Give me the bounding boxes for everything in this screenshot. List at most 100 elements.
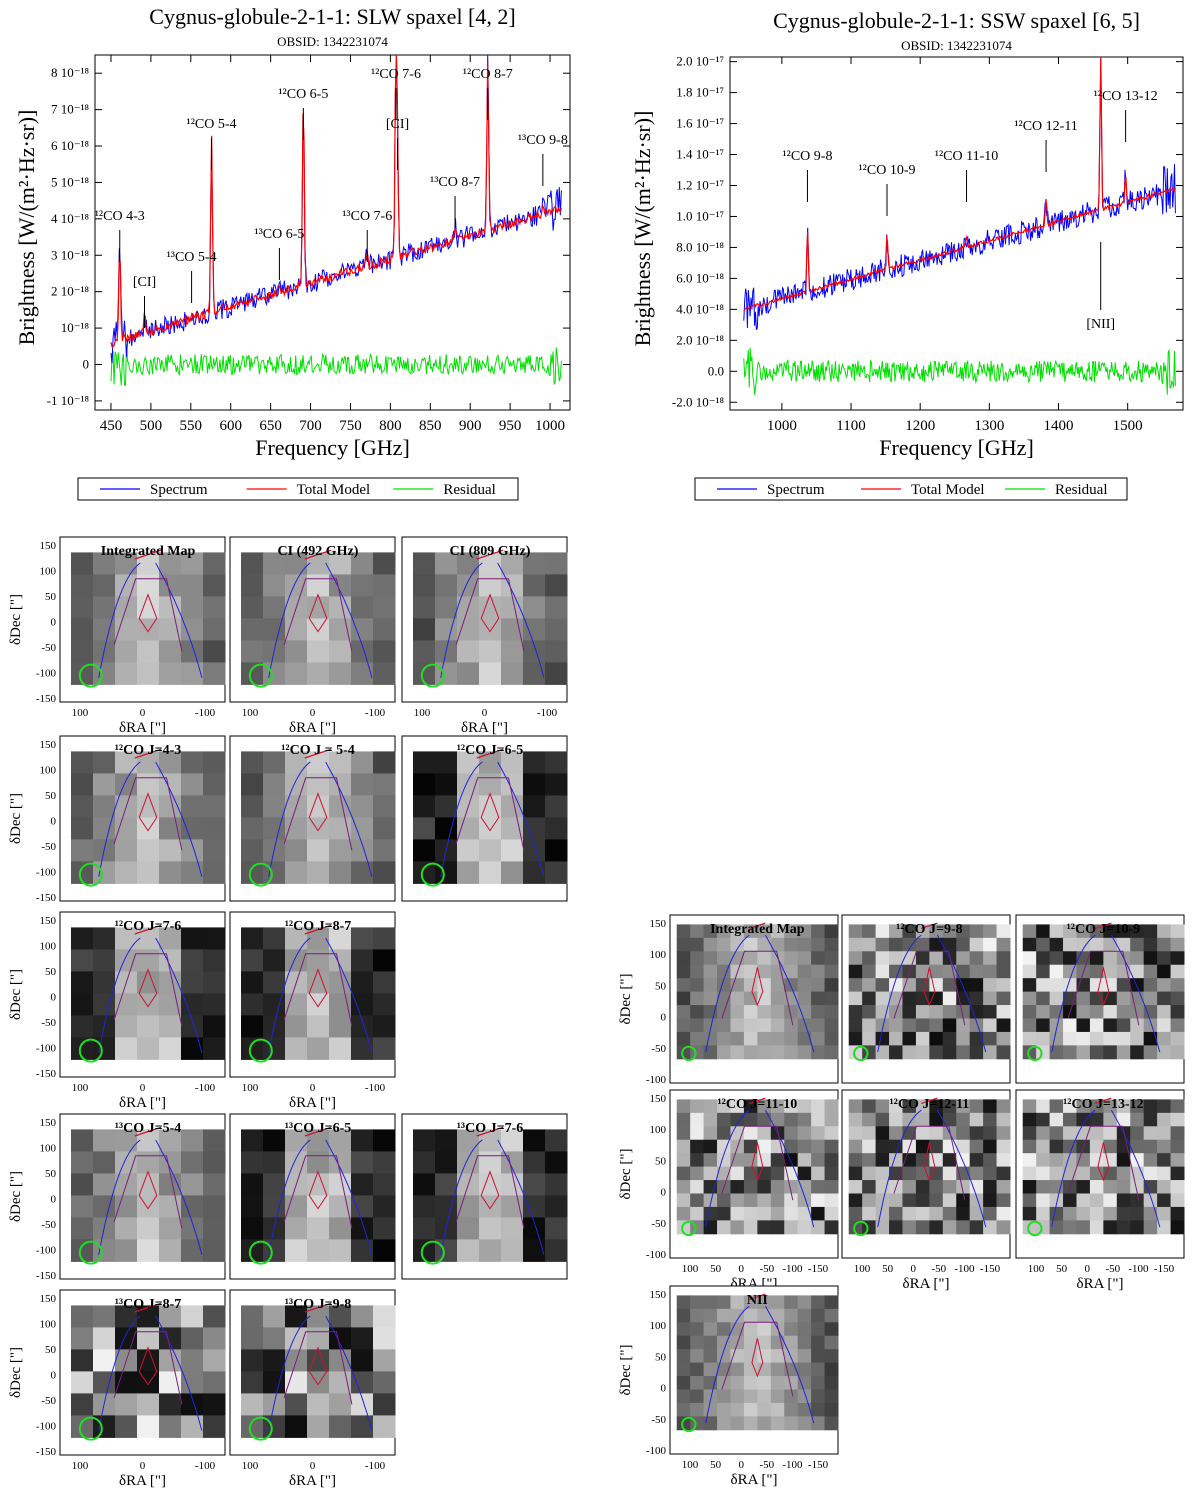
map-pixel — [1049, 1166, 1064, 1181]
map-pixel — [1022, 1031, 1037, 1046]
map-pixel — [676, 1402, 691, 1417]
map-pixel — [1049, 1018, 1064, 1033]
map-y-tick-label: 150 — [40, 739, 57, 751]
map-pixel — [703, 1416, 718, 1431]
contour-line — [113, 777, 183, 851]
map-pixel — [770, 937, 785, 952]
map-pixel — [501, 861, 524, 884]
map-pixel — [757, 924, 772, 939]
map-pixel — [457, 640, 480, 663]
map-title: CI (809 GHz) — [450, 544, 531, 559]
map-pixel — [241, 552, 264, 575]
map-title: ¹³CO J=7-6 — [457, 1121, 524, 1136]
x-tick-label: 500 — [140, 418, 163, 434]
map-pixel — [1089, 964, 1104, 979]
map-pixel — [676, 1416, 691, 1431]
map-pixel — [307, 861, 330, 884]
map-pixel — [1049, 1139, 1064, 1154]
map-pixel — [743, 951, 758, 966]
map-pixel — [811, 1308, 826, 1323]
map-pixel — [875, 1112, 890, 1127]
map-y-tick-label: 50 — [655, 1351, 667, 1363]
map-pixel — [875, 964, 890, 979]
map-pixel — [1049, 1045, 1064, 1060]
map-title: ¹²CO J=4-3 — [115, 743, 182, 758]
map-pixel — [690, 1308, 705, 1323]
map-pixel — [137, 773, 160, 796]
map-y-tick-label: 150 — [650, 918, 667, 930]
map-pixel — [115, 817, 138, 840]
map-pixel — [203, 574, 226, 597]
contour-line — [308, 593, 328, 633]
map-pixel — [743, 1153, 758, 1168]
map-pixel — [1036, 1126, 1051, 1141]
y-tick-label: 6.0 10⁻¹⁸ — [676, 270, 724, 285]
map-pixel — [1116, 1166, 1131, 1181]
map-pixel — [797, 1402, 812, 1417]
map-pixel — [730, 1112, 745, 1127]
map-pixel — [969, 1139, 984, 1154]
map-pixel — [115, 1015, 138, 1038]
map-pixel — [862, 1018, 877, 1033]
map-pixel — [848, 937, 863, 952]
map-pixel — [203, 1305, 226, 1328]
map-y-tick-label: 0 — [51, 992, 57, 1004]
map-pixel — [848, 951, 863, 966]
map-pixel — [373, 839, 396, 862]
map-pixel — [307, 1327, 330, 1350]
map-pixel — [159, 1037, 182, 1060]
map-pixel — [942, 1180, 957, 1194]
y-axis-label: Brightness [W/(m²·Hz·sr)] — [14, 110, 39, 346]
map-pixel — [757, 1349, 772, 1364]
map-pixel — [730, 1206, 745, 1221]
map-pixel — [969, 1206, 984, 1221]
map-pixel — [479, 751, 502, 774]
map-pixel — [457, 751, 480, 774]
map-pixel — [676, 1349, 691, 1364]
map-y-tick-label: 100 — [40, 941, 57, 953]
map-pixel — [942, 1045, 957, 1060]
map-pixel — [1116, 1005, 1131, 1019]
legend-label: Residual — [443, 482, 496, 498]
map-pixel — [929, 1180, 944, 1194]
map-pixel — [307, 1217, 330, 1240]
map-pixel — [797, 1206, 812, 1221]
map-pixel — [1157, 951, 1172, 966]
map-pixel — [479, 640, 502, 663]
map-pixel — [307, 596, 330, 619]
map-pixel — [307, 618, 330, 641]
map-pixel — [1076, 1099, 1091, 1114]
map-pixel — [784, 1206, 799, 1221]
map-pixel — [784, 1335, 799, 1350]
map-pixel — [435, 1129, 458, 1152]
map-pixel — [307, 795, 330, 818]
contour-line — [138, 593, 158, 633]
map-pixel — [307, 1015, 330, 1038]
map-pixel — [717, 937, 731, 952]
map-x-tick-label: -150 — [980, 1263, 1001, 1275]
map-pixel — [770, 1402, 785, 1417]
map-pixel — [757, 1099, 772, 1114]
map-pixel — [1036, 1166, 1051, 1181]
map-pixel — [996, 1153, 1011, 1168]
map-pixel — [743, 978, 758, 993]
map-pixel — [115, 1195, 138, 1218]
map-pixel — [435, 751, 458, 774]
map-x-tick-label: -50 — [1105, 1263, 1120, 1275]
map-pixel — [307, 927, 330, 950]
map-pixel — [241, 662, 264, 685]
map-pixel — [181, 927, 204, 950]
map-pixel — [137, 1151, 160, 1174]
map-pixel — [1103, 964, 1118, 979]
map-y-tick-label: -50 — [41, 1395, 56, 1407]
map-pixel — [1170, 1031, 1185, 1046]
map-pixel — [969, 991, 984, 1006]
map-pixel — [93, 618, 116, 641]
map-x-tick-label: 100 — [242, 1460, 259, 1472]
map-pixel — [902, 1005, 917, 1019]
map-pixel — [676, 978, 691, 993]
contour-line — [705, 1305, 815, 1424]
map-pixel — [93, 971, 116, 994]
